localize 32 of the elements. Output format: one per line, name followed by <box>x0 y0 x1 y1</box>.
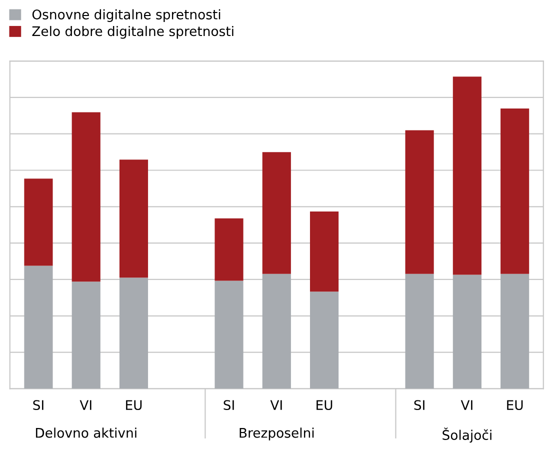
bar <box>119 160 148 278</box>
text: Delovno aktivni <box>36 428 136 438</box>
bar <box>72 282 100 389</box>
x-tick-label: EU <box>126 400 142 410</box>
bar <box>214 280 244 389</box>
bar <box>24 178 53 266</box>
x-tick-label: VI <box>270 400 282 410</box>
bar <box>405 130 434 274</box>
x-tick-label: SI <box>414 400 424 410</box>
bar <box>452 76 482 275</box>
bar <box>24 266 53 389</box>
x-tick-label: SI <box>224 400 234 410</box>
bar <box>72 112 100 282</box>
text: Brezposelni <box>240 428 314 440</box>
bar <box>262 152 291 274</box>
x-tick-label: SI <box>33 400 44 410</box>
bar <box>500 108 530 274</box>
x-tick-label: EU <box>316 400 332 410</box>
bar <box>214 218 244 281</box>
bar <box>500 274 530 389</box>
bar <box>310 211 339 292</box>
x-tick-label: VI <box>80 400 92 410</box>
legend-label: Zelo dobre digitalne spretnosti <box>32 26 234 39</box>
bar <box>452 274 482 389</box>
x-tick-label: VI <box>460 400 472 410</box>
bar <box>119 278 148 389</box>
bar <box>262 274 291 389</box>
x-tick-label: EU <box>507 400 523 410</box>
legend-label: Osnovne digitalne spretnosti <box>32 9 220 22</box>
text: Šolajoči <box>442 428 492 443</box>
bar <box>405 274 434 389</box>
bar <box>310 292 339 389</box>
